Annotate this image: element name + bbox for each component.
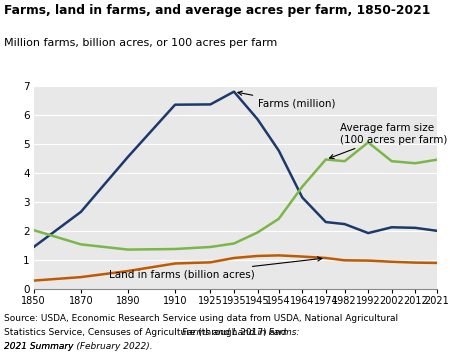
Text: Average farm size
(100 acres per farm): Average farm size (100 acres per farm) [329, 123, 447, 159]
Text: 2021 Summary (February 2022).: 2021 Summary (February 2022). [4, 342, 153, 351]
Text: Land in farms (billion acres): Land in farms (billion acres) [109, 257, 322, 280]
Text: Farms (million): Farms (million) [238, 91, 335, 108]
Text: Farms, land in farms, and average acres per farm, 1850-2021: Farms, land in farms, and average acres … [4, 4, 431, 17]
Text: Source: USDA, Economic Research Service using data from USDA, National Agricultu: Source: USDA, Economic Research Service … [4, 314, 399, 323]
Text: Statistics Service, Censuses of Agriculture (through 2017) and: Statistics Service, Censuses of Agricult… [4, 328, 290, 337]
Text: Farms and Land in Farms:: Farms and Land in Farms: [182, 328, 300, 337]
Text: Million farms, billion acres, or 100 acres per farm: Million farms, billion acres, or 100 acr… [4, 38, 278, 48]
Text: 2021 Summary: 2021 Summary [4, 342, 74, 351]
